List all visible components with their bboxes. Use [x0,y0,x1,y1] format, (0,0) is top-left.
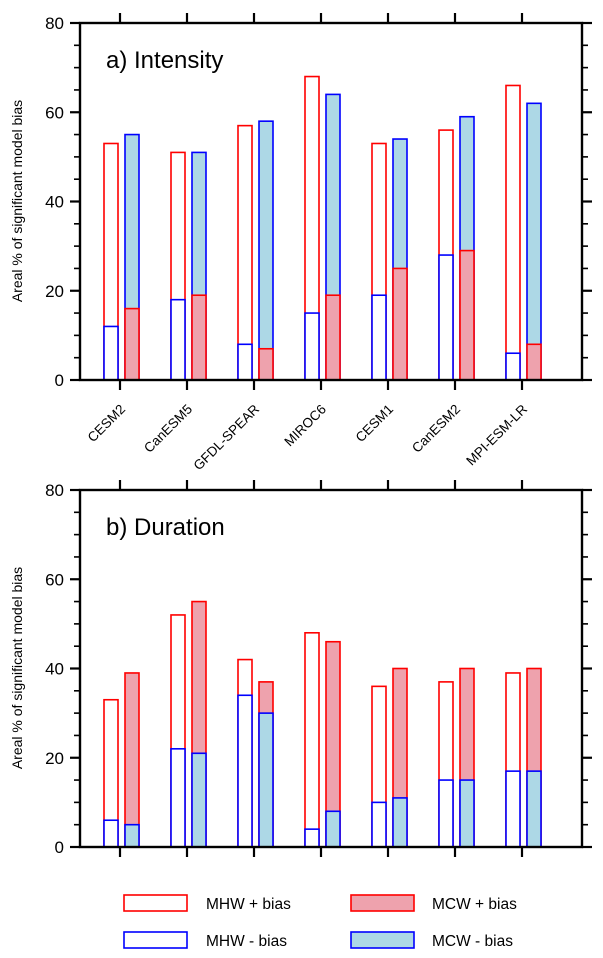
bar-mhw-negative-gfdl-spear [237,694,253,848]
x-tick-label: CESM2 [85,402,128,445]
y-tick-label: 0 [55,838,64,857]
panel-intensity: a) Intensity Areal % of significant mode… [9,13,592,473]
y-axis-label-duration: Areal % of significant model bias [9,567,25,769]
x-tick-label: CanESM2 [409,402,463,456]
bar-mhw-negative-gfdl-spear [237,343,253,381]
bar-mhw-negative-cesm1 [371,294,387,381]
bar-mhw-negative-canesm5 [170,748,186,848]
legend-swatch-mcw-positive [350,894,415,912]
legend-label-mhw-positive: MHW + bias [206,896,291,913]
bar-mhw-positive-gfdl-spear [237,124,253,381]
bar-mcw-negative-gfdl-spear [258,712,274,848]
y-tick-label: 40 [45,193,64,212]
legend-label-mcw-positive: MCW + bias [432,896,517,913]
legend-label-mcw-negative: MCW - bias [432,933,513,950]
x-tick-label: CESM1 [353,402,396,445]
bar-mcw-positive-miroc6 [325,294,341,381]
bar-mhw-negative-cesm2 [103,325,119,381]
bars-intensity [103,75,542,381]
legend-swatch-mhw-negative [123,931,188,949]
bar-mhw-negative-miroc6 [304,312,320,381]
x-tick-label: MIROC6 [281,402,329,450]
bar-mcw-negative-canesm5 [191,752,207,848]
bar-mcw-positive-canesm5 [191,294,207,381]
y-tick-label: 20 [45,749,64,768]
y-tick-label: 0 [55,371,64,390]
legend-swatch-mcw-negative [350,931,415,949]
y-tick-label: 20 [45,282,64,301]
y-tick-label: 60 [45,103,64,122]
y-tick-label: 80 [45,481,64,500]
panel-title-duration: b) Duration [106,514,225,541]
bar-mhw-negative-miroc6 [304,828,320,848]
x-tick-label: MPI-ESM-LR [463,401,530,468]
x-tick-label: GFDL-SPEAR [191,401,263,473]
legend: MHW + bias MCW + bias MHW - bias MCW - b… [123,894,517,950]
y-axis-label-intensity: Areal % of significant model bias [9,100,25,302]
panel-duration: b) Duration Areal % of significant model… [9,480,592,857]
bar-mcw-negative-gfdl-spear [258,120,274,381]
bar-mhw-negative-mpi-esm-lr [505,770,521,848]
y-tick-label: 80 [45,14,64,33]
bar-mcw-negative-mpi-esm-lr [526,102,542,381]
bar-mcw-negative-canesm2 [459,779,475,848]
bar-mcw-positive-cesm2 [124,672,140,848]
bar-mcw-positive-canesm2 [459,249,475,381]
bar-mcw-positive-cesm2 [124,307,140,381]
y-tick-label: 60 [45,570,64,589]
bar-mhw-positive-mpi-esm-lr [505,84,521,381]
bar-mcw-positive-mpi-esm-lr [526,343,542,381]
bar-mcw-positive-gfdl-spear [258,347,274,381]
bar-mcw-negative-cesm1 [392,797,408,848]
bar-mhw-negative-canesm2 [438,779,454,848]
bar-mhw-negative-canesm2 [438,254,454,381]
y-tick-label: 40 [45,660,64,679]
bars-duration [103,600,542,848]
legend-label-mhw-negative: MHW - bias [206,933,287,950]
bar-mcw-negative-miroc6 [325,810,341,848]
bar-mhw-negative-cesm2 [103,819,119,848]
bar-mhw-negative-canesm5 [170,298,186,381]
axes-duration: 0 20 40 60 80 [45,480,592,857]
legend-swatch-mhw-positive [123,894,188,912]
x-tick-label: CanESM5 [141,402,195,456]
bar-mcw-positive-cesm1 [392,267,408,381]
bar-mhw-positive-miroc6 [304,631,320,848]
bar-mhw-negative-cesm1 [371,801,387,848]
bar-mcw-negative-mpi-esm-lr [526,770,542,848]
panel-title-intensity: a) Intensity [106,47,223,74]
bar-mhw-negative-mpi-esm-lr [505,352,521,381]
bar-mcw-negative-cesm2 [124,823,140,848]
